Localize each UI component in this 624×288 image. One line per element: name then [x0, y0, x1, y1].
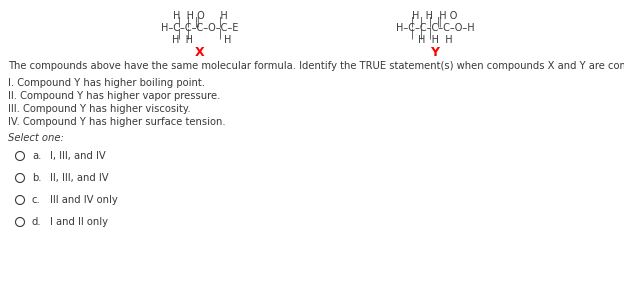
Text: |: |: [428, 17, 432, 27]
Text: IV. Compound Y has higher surface tension.: IV. Compound Y has higher surface tensio…: [8, 117, 226, 127]
Text: a.: a.: [32, 151, 41, 161]
Text: |: |: [411, 17, 414, 27]
Text: H  H: H H: [172, 35, 193, 45]
Text: ‖: ‖: [437, 17, 441, 27]
Text: Y: Y: [431, 46, 439, 58]
Text: II, III, and IV: II, III, and IV: [50, 173, 109, 183]
Text: H  H  H O: H H H O: [412, 11, 457, 21]
Text: H–C–C–C–C–O–H: H–C–C–C–C–O–H: [396, 23, 474, 33]
Text: I, III, and IV: I, III, and IV: [50, 151, 105, 161]
Text: I and II only: I and II only: [50, 217, 108, 227]
Text: The compounds above have the same molecular formula. Identify the TRUE statement: The compounds above have the same molecu…: [8, 61, 624, 71]
Text: |: |: [177, 29, 180, 39]
Text: I. Compound Y has higher boiling point.: I. Compound Y has higher boiling point.: [8, 78, 205, 88]
Text: Select one:: Select one:: [8, 133, 64, 143]
Text: II. Compound Y has higher vapor pressure.: II. Compound Y has higher vapor pressure…: [8, 91, 220, 101]
Text: |: |: [411, 29, 414, 39]
Text: |: |: [419, 29, 422, 39]
Text: |: |: [187, 17, 190, 27]
Text: H  H O     H: H H O H: [173, 11, 227, 21]
Text: |: |: [218, 17, 222, 27]
Text: d.: d.: [32, 217, 42, 227]
Text: |: |: [177, 17, 180, 27]
Text: III and IV only: III and IV only: [50, 195, 118, 205]
Text: X: X: [195, 46, 205, 58]
Text: H–C–C–C–O–C–E: H–C–C–C–O–C–E: [162, 23, 239, 33]
Text: H: H: [224, 35, 232, 45]
Text: |: |: [428, 29, 432, 39]
Text: |: |: [187, 29, 190, 39]
Text: |: |: [218, 29, 222, 39]
Text: c.: c.: [32, 195, 41, 205]
Text: ‖: ‖: [195, 17, 200, 27]
Text: H  H  H: H H H: [417, 35, 452, 45]
Text: b.: b.: [32, 173, 42, 183]
Text: III. Compound Y has higher viscosity.: III. Compound Y has higher viscosity.: [8, 104, 190, 114]
Text: |: |: [419, 17, 422, 27]
